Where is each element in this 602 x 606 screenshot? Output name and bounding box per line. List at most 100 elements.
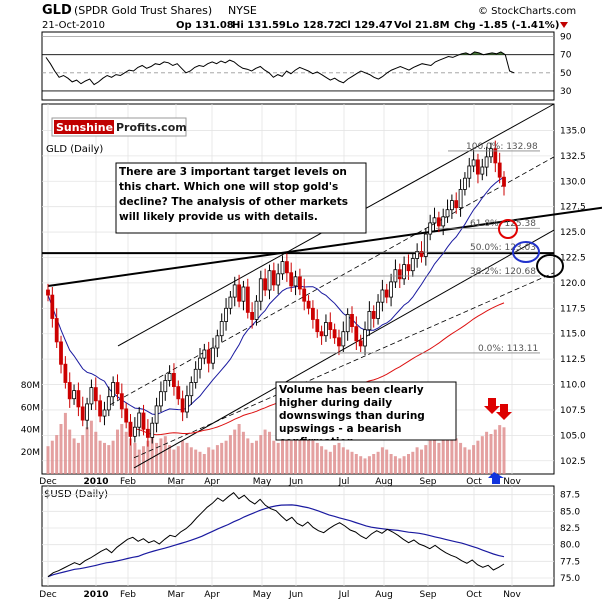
volume-bar — [63, 412, 67, 474]
volume-bar — [55, 435, 59, 474]
price-tick-label: 127.5 — [560, 203, 586, 213]
price-x-tick-label: Feb — [120, 477, 136, 487]
volume-bar — [476, 440, 480, 474]
volume-bar — [211, 449, 215, 474]
channel-lower-dashed-line — [133, 272, 555, 459]
volume-bar — [50, 440, 54, 474]
price-x-tick-label: Mar — [168, 477, 185, 487]
candle-body — [119, 393, 124, 410]
candle-body — [406, 264, 411, 272]
volume-bar — [354, 454, 358, 474]
rsi-tick-label: 70 — [560, 51, 572, 61]
volume-bar — [320, 446, 324, 474]
candle-body — [124, 408, 129, 423]
volume-bar — [480, 436, 484, 474]
volume-bar — [424, 445, 428, 474]
price-x-tick-label: Oct — [466, 477, 482, 487]
candle-body — [98, 400, 102, 417]
candle-body — [76, 390, 81, 408]
volume-bar — [233, 429, 237, 474]
fibonacci-level-label: 100.0%: 132.98 — [466, 142, 538, 152]
candle-body — [384, 289, 389, 298]
volume-bar — [281, 438, 284, 474]
price-x-tick-label: Dec — [39, 477, 56, 487]
candle-body — [54, 318, 59, 343]
candle-body — [306, 300, 311, 309]
candle-body — [241, 286, 246, 302]
volume-bar — [98, 440, 102, 474]
volume-bar — [463, 447, 467, 474]
usd-x-tick-label: Jun — [288, 590, 303, 600]
volume-bar — [129, 438, 132, 474]
candle-body — [106, 396, 111, 411]
channel-support-line — [133, 229, 555, 469]
volume-note: Volume has been clearly higher during da… — [279, 384, 425, 440]
volume-bar — [76, 442, 80, 474]
volume-tick-label: 40M — [21, 426, 40, 436]
candle-body — [50, 294, 55, 319]
candle-body — [102, 409, 107, 417]
usd-panel — [41, 485, 555, 587]
volume-bar — [311, 440, 315, 474]
usd-x-tick-label: Oct — [466, 590, 482, 600]
volume-bar — [146, 440, 150, 474]
candle-body — [245, 286, 250, 313]
price-tick-label: 130.0 — [560, 177, 586, 187]
candle-body — [276, 273, 281, 286]
logo-red-part — [54, 120, 114, 134]
candle-body — [489, 148, 493, 158]
volume-bar — [85, 427, 89, 474]
price-x-tick-label: Apr — [204, 477, 220, 487]
volume-bar — [72, 438, 76, 474]
volume-bar — [441, 438, 445, 474]
volume-bar — [163, 436, 167, 474]
candle-body — [219, 321, 224, 337]
candle-body — [380, 289, 385, 303]
price-tick-label: 117.5 — [560, 304, 586, 314]
volume-bar — [302, 429, 306, 474]
volume-note-box — [275, 381, 457, 441]
volume-bar — [259, 435, 263, 474]
volume-bar — [103, 442, 106, 474]
volume-bar — [120, 424, 124, 474]
price-x-tick-label: May — [253, 477, 272, 487]
candle-body — [254, 300, 259, 320]
volume-bar — [437, 442, 441, 474]
volume-bar — [289, 440, 293, 474]
volume-bar — [411, 451, 415, 474]
candle-body — [454, 200, 459, 209]
candle-body — [46, 289, 50, 296]
moving-average-50-line — [47, 177, 505, 416]
candle-body — [484, 156, 489, 168]
candle-body — [228, 296, 233, 309]
low-value: Lo 128.72 — [286, 20, 341, 31]
fibonacci-level-label: 61.8%: 125.38 — [470, 219, 536, 229]
candle-body — [154, 405, 159, 424]
price-x-tick-label: Jun — [288, 477, 303, 487]
volume-bar — [215, 445, 219, 474]
candle-body — [323, 322, 328, 337]
candle-body — [63, 363, 68, 383]
candle-body — [502, 176, 506, 187]
logo-part2: Profits.com — [116, 121, 187, 134]
volume-bar — [94, 431, 98, 474]
volume-bar — [341, 447, 345, 474]
candle-body — [171, 372, 176, 387]
usd-moving-average-line — [47, 504, 505, 578]
volume-bar — [498, 425, 502, 474]
price-tick-label: 115.0 — [560, 330, 586, 340]
candle-body — [445, 209, 450, 218]
candle-body — [332, 329, 337, 339]
candle-body — [397, 269, 402, 280]
candle-body — [263, 278, 268, 291]
security-name: (SPDR Gold Trust Shares) — [74, 4, 212, 17]
volume-bar — [198, 451, 202, 474]
volume-bar — [207, 447, 211, 474]
volume-bar — [59, 424, 63, 474]
watermark: © StockCharts.com — [478, 6, 576, 17]
volume-bar — [307, 435, 311, 474]
volume-bar — [172, 449, 176, 474]
volume-bar — [363, 458, 367, 474]
candle-body — [289, 272, 294, 287]
volume-bar — [393, 456, 397, 474]
